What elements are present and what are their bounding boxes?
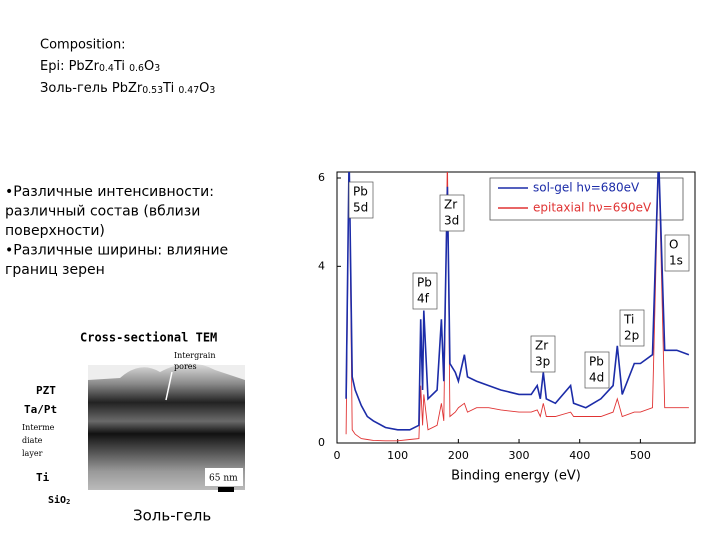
plot-frame	[336, 171, 696, 444]
tem-surface	[88, 363, 245, 380]
subscript: 3	[209, 85, 215, 96]
peak-label-box	[530, 335, 556, 373]
bullet-line: поверхности)	[5, 223, 105, 239]
peak-label: Zr	[444, 198, 457, 212]
layer-label: PZT	[36, 384, 56, 397]
text-part: O	[144, 59, 154, 74]
x-axis-label: Binding energy (eV)	[451, 469, 581, 484]
subscript: 3	[154, 63, 160, 74]
peak-label-box	[439, 194, 465, 232]
peak-label-box	[348, 181, 374, 219]
text-part: O	[199, 81, 209, 96]
peak-label: 2p	[624, 329, 639, 343]
series-line	[345, 172, 689, 442]
pore-arrow	[165, 371, 173, 401]
layer-label: Ti	[36, 471, 50, 484]
bullet-line: •Различные ширины: влияние	[5, 243, 228, 259]
subscript: 0.53	[142, 85, 163, 96]
layer-label: Interme	[22, 423, 55, 432]
composition-line: Золь-гель PbZr0.53Ti 0.47O3	[40, 81, 215, 97]
x-tick-label: 400	[569, 449, 590, 462]
peak-label: Zr	[535, 339, 548, 353]
text-part: Ti	[113, 59, 129, 74]
text-part: Epi: PbZr	[40, 59, 100, 74]
layer-label: layer	[22, 449, 43, 458]
y-tick-label: 0	[318, 436, 325, 449]
peak-label: 3d	[444, 214, 459, 228]
composition-title: Composition:	[40, 38, 126, 53]
pores-label: Intergrain	[174, 351, 216, 360]
scale-label-bg	[205, 468, 243, 486]
peak-label: O	[669, 238, 678, 252]
x-tick-label: 200	[448, 449, 469, 462]
peak-label: Ti	[623, 313, 634, 327]
tem-caption: Золь-гель	[133, 507, 211, 525]
subscript: 0.4	[99, 63, 114, 74]
y-tick-label: 6	[318, 171, 325, 184]
legend-label: sol-gel hν=680eV	[533, 181, 640, 195]
x-tick-label: 300	[509, 449, 530, 462]
layer-label: Ta/Pt	[24, 403, 57, 416]
peak-label: Pb	[353, 185, 368, 199]
text-part: Золь-гель PbZr	[40, 81, 143, 96]
legend-box	[489, 177, 684, 221]
bullet-line: границ зерен	[5, 262, 105, 278]
x-tick-label: 500	[630, 449, 651, 462]
layer-label: diate	[22, 436, 43, 445]
series-line	[345, 172, 690, 431]
scale-label: 65 nm	[209, 474, 238, 484]
peak-label-box	[619, 309, 645, 347]
peak-label: 5d	[353, 201, 368, 215]
plot-lines	[345, 172, 690, 442]
peak-label-box	[664, 234, 690, 272]
pores-label: pores	[174, 362, 197, 371]
peak-label: 1s	[669, 254, 683, 268]
legend-label: epitaxial hν=690eV	[533, 201, 652, 215]
scale-bar	[218, 487, 234, 492]
text-part: Ti	[162, 81, 178, 96]
peak-label: Pb	[417, 276, 432, 290]
composition-line: Epi: PbZr0.4Ti 0.6O3	[40, 59, 160, 75]
substrate-label: SiO2	[48, 494, 70, 506]
peak-label: 4d	[589, 371, 604, 385]
peak-label: 3p	[535, 355, 550, 369]
bullet-line: различный состав (вблизи	[5, 204, 200, 220]
subscript: 0.6	[129, 63, 144, 74]
peak-label: Pb	[589, 355, 604, 369]
subscript: 0.47	[178, 85, 199, 96]
x-tick-label: 0	[334, 449, 341, 462]
subscript: 2	[66, 498, 70, 506]
bullet-line: •Различные интенсивности:	[5, 184, 214, 200]
peak-label: 4f	[417, 292, 430, 306]
y-tick-label: 4	[318, 259, 325, 272]
text-part: SiO	[48, 494, 66, 506]
peak-label-box	[412, 272, 438, 310]
x-tick-label: 100	[387, 449, 408, 462]
tem-title: Cross-sectional TEM	[80, 331, 217, 345]
peak-label-box	[584, 351, 610, 389]
